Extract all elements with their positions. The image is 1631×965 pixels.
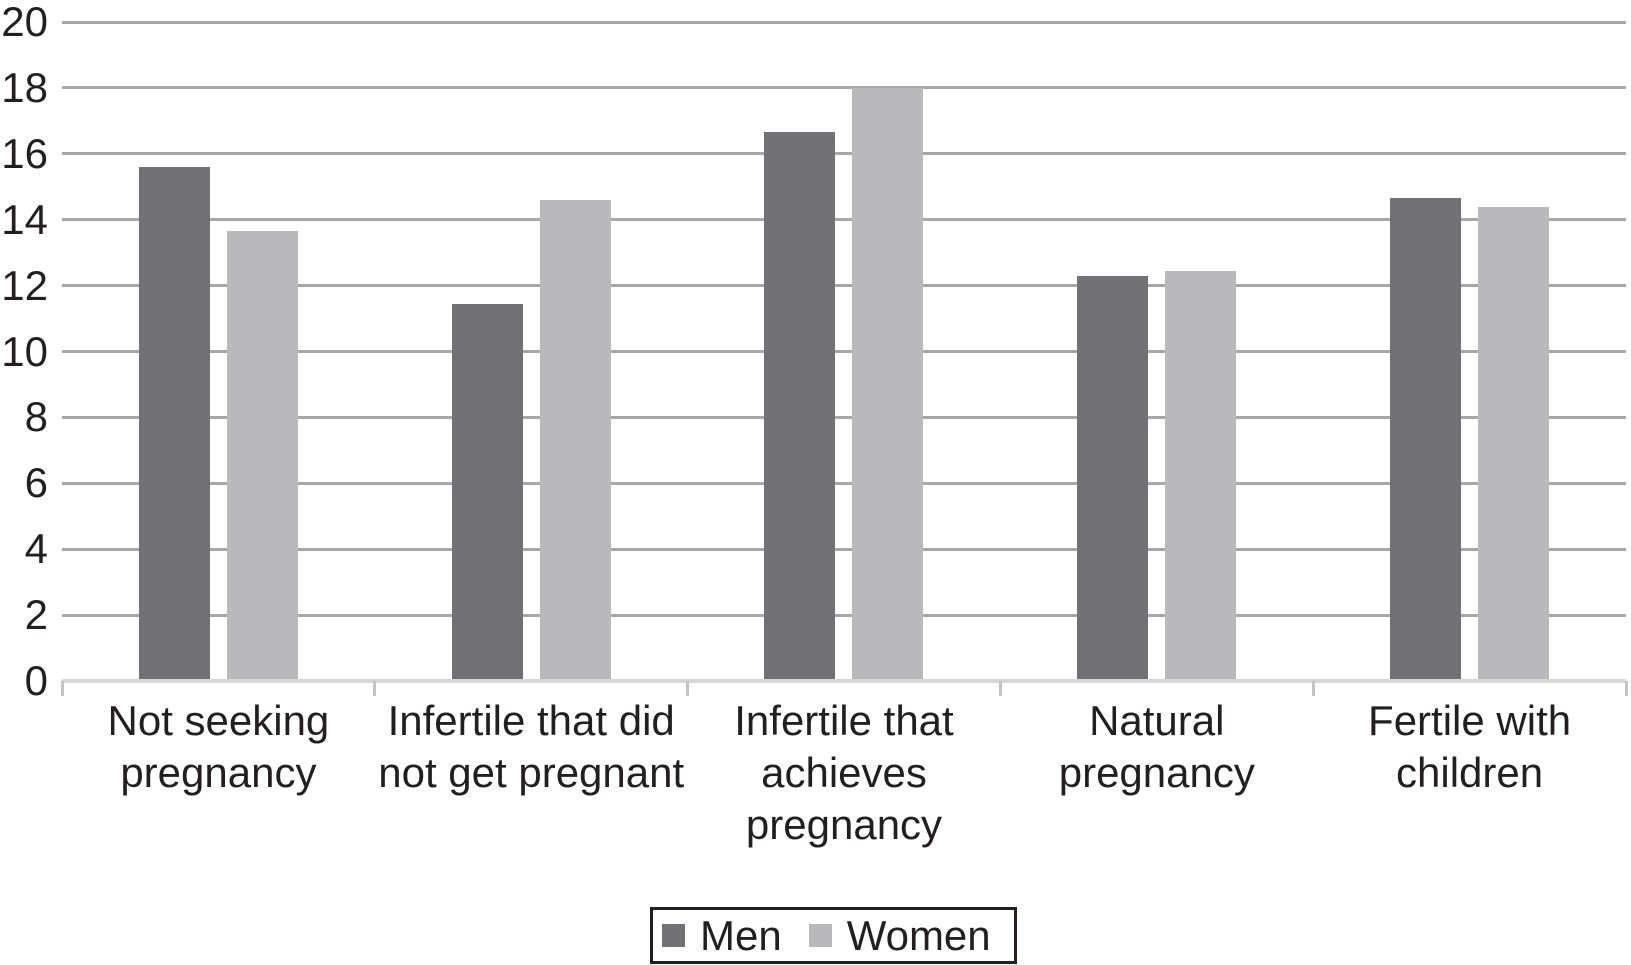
legend-label-men: Men (700, 911, 782, 959)
category-label-4: Fertile with children (1368, 697, 1572, 796)
x-axis-tick (60, 681, 64, 696)
gridline (62, 547, 1626, 551)
legend-item-women: Women (808, 911, 991, 959)
y-tick-label: 2 (24, 591, 48, 639)
gridline (62, 152, 1626, 156)
bar-women-3 (1165, 270, 1237, 681)
bar-women-2 (852, 87, 924, 681)
category-label-0: Not seeking pregnancy (107, 697, 330, 796)
x-axis-tick (373, 681, 377, 696)
gridline (62, 350, 1626, 353)
legend-swatch-women (808, 924, 832, 947)
bar-group (375, 22, 688, 681)
bar-women-4 (1478, 206, 1550, 681)
y-tick-label: 0 (24, 657, 48, 704)
bar-group (1313, 22, 1626, 681)
y-tick-label: 16 (1, 129, 48, 177)
plot-area (62, 20, 1626, 681)
legend-swatch-men (662, 924, 685, 947)
y-tick-label: 10 (1, 327, 48, 375)
category-label-1: Infertile that did not get pregnant (378, 697, 685, 796)
bar-men-0 (138, 166, 210, 681)
legend: Men Women (650, 907, 1017, 964)
gridline (62, 86, 1626, 90)
bar-men-2 (764, 132, 836, 681)
gridline (62, 613, 1626, 617)
x-axis-tick (1311, 681, 1315, 696)
y-tick-label: 18 (1, 63, 48, 111)
bar-group (1000, 22, 1313, 681)
legend-item-men: Men (662, 911, 782, 959)
x-axis-tick (998, 681, 1002, 696)
bar-men-4 (1390, 198, 1462, 681)
bar-group (688, 22, 1001, 681)
y-tick-label: 8 (24, 393, 48, 441)
bar-women-1 (539, 199, 611, 681)
y-tick-label: 14 (1, 195, 48, 243)
bar-men-3 (1077, 275, 1149, 681)
y-tick-label: 4 (24, 525, 48, 573)
gridline (62, 481, 1626, 485)
bar-men-1 (451, 303, 523, 681)
y-tick-label: 12 (1, 261, 48, 309)
gridline (62, 284, 1626, 288)
gridline (62, 20, 1626, 24)
x-axis-baseline (62, 679, 1626, 683)
x-axis-tick (1624, 681, 1628, 696)
gridline (62, 415, 1626, 419)
category-label-2: Infertile that achieves pregnancy (734, 697, 954, 848)
category-label-3: Natural pregnancy (1058, 697, 1255, 796)
gridline (62, 218, 1626, 222)
x-axis-tick (686, 681, 690, 696)
y-tick-label: 6 (24, 459, 48, 507)
bar-women-0 (226, 231, 298, 681)
y-tick-label: 20 (1, 0, 48, 45)
bar-group (62, 22, 375, 681)
legend-label-women: Women (846, 911, 991, 959)
